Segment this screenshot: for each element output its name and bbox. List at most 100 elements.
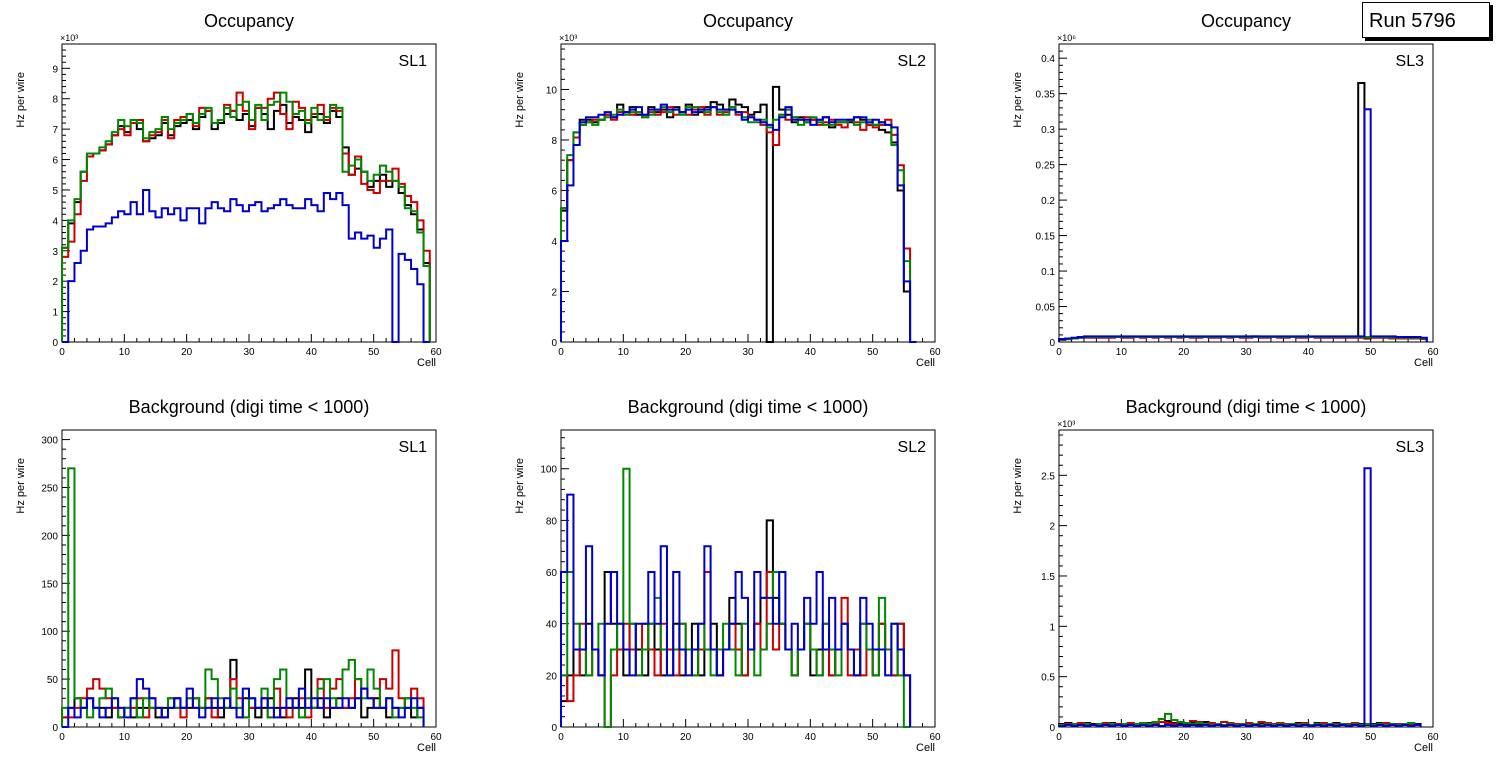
x-tick-label: 30: [243, 347, 255, 358]
y-tick-label: 100: [41, 627, 58, 638]
y-tick-label: 0: [551, 723, 557, 734]
x-tick-label: 40: [306, 732, 318, 743]
y-tick-label: 250: [41, 483, 58, 494]
y-tick-label: 1.5: [1041, 572, 1055, 583]
y-tick-label: 2.5: [1041, 471, 1055, 482]
y-tick-label: 9: [52, 64, 58, 75]
y-axis-title: Hz per wire: [514, 458, 526, 514]
y-tick-label: 300: [41, 436, 58, 447]
panel-title: Occupancy: [204, 11, 294, 31]
x-tick-label: 50: [1365, 347, 1377, 358]
x-axis-title: Cell: [916, 357, 935, 369]
y-tick-label: 10: [546, 85, 558, 96]
x-tick-label: 50: [1365, 732, 1377, 743]
x-tick-label: 0: [558, 732, 564, 743]
y-tick-label: 200: [41, 531, 58, 542]
x-tick-label: 20: [680, 347, 692, 358]
x-tick-label: 0: [59, 347, 65, 358]
superlayer-label: SL3: [1396, 439, 1425, 456]
x-tick-label: 40: [1303, 347, 1315, 358]
panel-5: Background (digi time < 1000) SL2 0 10 20 30 4…: [514, 397, 941, 754]
x-tick-label: 10: [119, 347, 131, 358]
y-tick-label: 100: [540, 465, 557, 476]
x-tick-label: 10: [1116, 347, 1128, 358]
x-tick-label: 30: [742, 347, 754, 358]
x-tick-label: 60: [929, 732, 941, 743]
y-tick-label: 0.05: [1036, 303, 1056, 314]
x-tick-label: 50: [368, 732, 380, 743]
y-tick-label: 0: [1049, 338, 1055, 349]
plot-frame: [1058, 429, 1434, 728]
x-tick-label: 20: [181, 732, 193, 743]
y-tick-label: 2: [52, 277, 58, 288]
superlayer-label: SL3: [1396, 53, 1425, 70]
x-tick-label: 60: [1427, 347, 1439, 358]
series-black: [560, 85, 917, 343]
y-tick-label: 3: [52, 247, 58, 258]
x-axis-title: Cell: [1414, 742, 1433, 754]
x-tick-label: 30: [742, 732, 754, 743]
y-tick-label: 1: [52, 308, 58, 319]
y-tick-label: 5: [52, 186, 58, 197]
x-tick-label: 10: [618, 732, 630, 743]
x-axis-title: Cell: [417, 357, 436, 369]
panel-title: Background (digi time < 1000): [628, 397, 869, 417]
y-tick-label: 0.1: [1041, 267, 1055, 278]
y-tick-label: 8: [52, 95, 58, 106]
superlayer-label: SL2: [898, 53, 927, 70]
y-exponent-label: ×10³: [1057, 419, 1075, 429]
y-tick-label: 150: [41, 579, 58, 590]
y-axis-title: Hz per wire: [15, 72, 27, 128]
series-blue: [560, 103, 917, 343]
y-exponent-label: ×10⁶: [1057, 33, 1076, 43]
x-tick-label: 20: [1178, 347, 1190, 358]
y-tick-label: 40: [546, 620, 558, 631]
panel-3: Occupancy SL3 0 10 20 30 40 50 60 0 0.05 0.1 0.15 0.2…: [1012, 11, 1439, 369]
y-tick-label: 6: [551, 186, 557, 197]
series-green: [1058, 336, 1428, 342]
y-tick-label: 7: [52, 125, 58, 136]
y-tick-label: 0.25: [1036, 161, 1056, 172]
y-tick-label: 8: [551, 136, 557, 147]
y-tick-label: 20: [546, 671, 558, 682]
run-number-label: Run 5796: [1362, 2, 1490, 38]
y-tick-label: 0.2: [1041, 196, 1055, 207]
x-axis-title: Cell: [1414, 357, 1433, 369]
superlayer-label: SL1: [399, 53, 428, 70]
x-tick-label: 60: [430, 732, 442, 743]
y-tick-label: 0.5: [1041, 673, 1055, 684]
y-exponent-label: ×10³: [60, 33, 78, 43]
x-tick-label: 20: [181, 347, 193, 358]
x-tick-label: 40: [805, 347, 817, 358]
y-tick-label: 4: [551, 237, 557, 248]
y-tick-label: 0.3: [1041, 125, 1055, 136]
plot-frame: [560, 43, 936, 343]
x-axis-title: Cell: [916, 742, 935, 754]
x-tick-label: 20: [1178, 732, 1190, 743]
y-tick-label: 2: [551, 287, 557, 298]
plot-frame: [1058, 43, 1434, 343]
x-tick-label: 0: [558, 347, 564, 358]
panel-title: Background (digi time < 1000): [129, 397, 370, 417]
series-blue: [62, 678, 425, 728]
x-tick-label: 60: [1427, 732, 1439, 743]
x-tick-label: 10: [618, 347, 630, 358]
x-axis-title: Cell: [417, 742, 436, 754]
panel-2: Occupancy SL2 0 10 20 30 40 50 60 0 2 4 6 8 10 ×10³ Cell…: [514, 11, 941, 369]
x-tick-label: 50: [867, 347, 879, 358]
y-tick-label: 50: [47, 675, 59, 686]
y-tick-label: 0: [551, 338, 557, 349]
series-blue: [62, 188, 430, 343]
y-tick-label: 0: [52, 338, 58, 349]
series-blue: [560, 493, 912, 727]
x-tick-label: 10: [1116, 732, 1128, 743]
series-red: [560, 106, 917, 343]
panel-title: Occupancy: [1201, 11, 1291, 31]
y-tick-label: 60: [546, 568, 558, 579]
superlayer-label: SL2: [898, 439, 927, 456]
panel-title: Background (digi time < 1000): [1126, 397, 1367, 417]
y-tick-label: 0.35: [1036, 90, 1056, 101]
x-tick-label: 60: [430, 347, 442, 358]
x-tick-label: 40: [805, 732, 817, 743]
